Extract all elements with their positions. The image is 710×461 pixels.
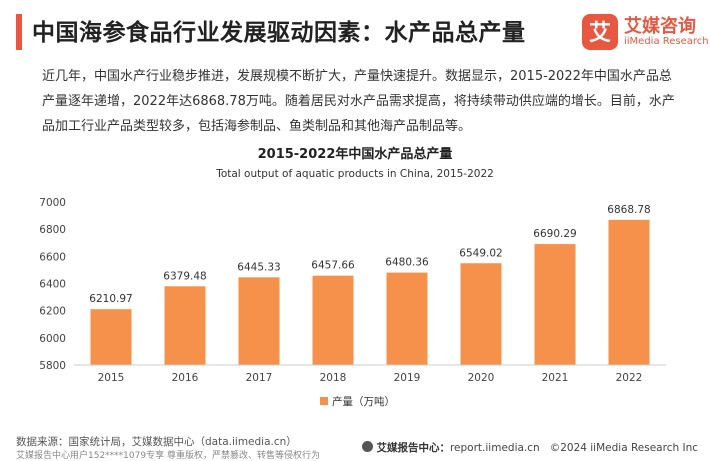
bars: 6210.97 6379.48 6445.33 6457.66 6480.36 6549.…: [89, 204, 651, 365]
y-tick-label: 7000: [39, 197, 66, 209]
bar-2016: [164, 286, 206, 365]
y-tick-label: 6600: [39, 251, 66, 263]
value-label-2022: 6868.78: [607, 204, 650, 216]
logo-mark-icon: 艾: [582, 14, 618, 50]
x-tick-label-2021: 2021: [542, 372, 569, 384]
footer: 数据来源：国家统计局，艾媒数据中心（data.iimedia.cn） 艾媒报告中…: [0, 426, 710, 461]
data-source: 数据来源：国家统计局，艾媒数据中心（data.iimedia.cn）: [16, 436, 297, 448]
bar-2020: [460, 263, 502, 365]
logo-glyph: 艾: [589, 21, 611, 46]
copyright-notice: 艾媒报告中心用户152****1079专享 尊重版权，严禁篡改、转售等侵权行为: [16, 451, 320, 461]
report-center-label: 艾媒报告中心：: [376, 442, 450, 454]
legend-label: 产量（万吨）: [332, 395, 395, 408]
chart-title: 2015-2022年中国水产品总产量: [258, 146, 453, 162]
intro-paragraph: 近几年，中国水产行业稳步推进，发展规模不断扩大，产量快速提升。数据显示，2015…: [42, 69, 675, 134]
x-axis: 2015 2016 2017 2018 2019 2020 2021 2022: [74, 364, 666, 384]
legend: 产量（万吨）: [320, 395, 395, 408]
logo-en-text: iiMedia Research: [624, 36, 709, 47]
x-tick-label-2016: 2016: [172, 372, 199, 384]
bar-2022: [608, 219, 650, 365]
bar-2018: [312, 275, 354, 365]
x-tick-label-2015: 2015: [98, 372, 125, 384]
y-tick-label: 6200: [39, 306, 66, 318]
value-label-2017: 6445.33: [237, 261, 280, 273]
value-label-2015: 6210.97: [89, 293, 132, 305]
y-tick-label: 6000: [39, 333, 66, 345]
footer-right: 艾媒报告中心：report.iimedia.cn ©2024 iiMedia R…: [362, 440, 698, 455]
bar-2017: [238, 277, 280, 365]
x-tick-label-2018: 2018: [320, 372, 347, 384]
chart-subtitle: Total output of aquatic products in Chin…: [215, 168, 494, 180]
y-tick-label: 6400: [39, 279, 66, 291]
x-tick-label-2017: 2017: [246, 372, 273, 384]
title-accent-bar: [16, 14, 22, 50]
legend-swatch: [320, 397, 328, 405]
page-title: 中国海参食品行业发展驱动因素：水产品总产量: [32, 20, 526, 46]
value-label-2019: 6480.36: [385, 257, 429, 269]
x-tick-label-2022: 2022: [616, 372, 643, 384]
y-tick-label: 5800: [39, 360, 66, 372]
y-tick-label: 6800: [39, 224, 66, 236]
report-center-icon: [362, 441, 374, 452]
bar-2015: [90, 309, 132, 365]
y-axis: 5800 6000 6200 6400 6600 6800 7000: [39, 197, 66, 372]
bar-chart: 2015-2022年中国水产品总产量 Total output of aquat…: [39, 146, 666, 408]
x-tick-label-2019: 2019: [394, 372, 421, 384]
value-label-2016: 6379.48: [163, 270, 206, 282]
company-copyright: ©2024 iiMedia Research Inc: [549, 442, 698, 454]
value-label-2018: 6457.66: [311, 260, 355, 272]
value-label-2020: 6549.02: [459, 247, 502, 259]
bar-2019: [386, 272, 428, 365]
bar-2021: [534, 244, 576, 365]
report-center-link[interactable]: report.iimedia.cn: [449, 442, 540, 454]
logo-cn-text: 艾媒咨询: [624, 16, 696, 37]
iimedia-logo: 艾 艾媒咨询 iiMedia Research: [582, 12, 709, 54]
x-tick-label-2020: 2020: [468, 372, 495, 384]
value-label-2021: 6690.29: [533, 228, 576, 240]
